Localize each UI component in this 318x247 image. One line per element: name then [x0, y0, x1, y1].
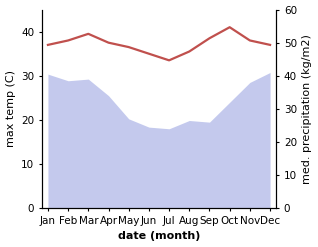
Y-axis label: max temp (C): max temp (C) — [5, 70, 16, 147]
X-axis label: date (month): date (month) — [118, 231, 200, 242]
Y-axis label: med. precipitation (kg/m2): med. precipitation (kg/m2) — [302, 34, 313, 184]
